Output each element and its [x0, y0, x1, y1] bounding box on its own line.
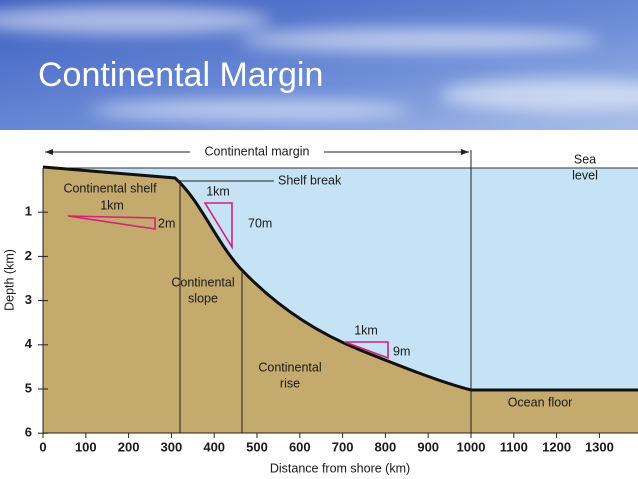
y-tick-label: 3 — [25, 292, 32, 307]
x-tick-label: 200 — [118, 439, 140, 454]
x-tick-label: 100 — [75, 439, 97, 454]
x-tick-label: 1300 — [585, 439, 614, 454]
sea-level-label: level — [572, 168, 598, 182]
slide-title: Continental Margin — [38, 56, 323, 94]
gradient-drop: 9m — [393, 344, 410, 358]
x-tick-label: 900 — [417, 439, 439, 454]
y-axis-title: Depth (km) — [2, 249, 16, 311]
x-tick-label: 800 — [375, 439, 397, 454]
x-tick-label: 700 — [332, 439, 354, 454]
x-tick-label: 1000 — [457, 439, 486, 454]
sea-level-label: Sea — [574, 152, 596, 166]
y-tick-label: 4 — [25, 336, 33, 351]
slope-label: Continental — [171, 275, 234, 289]
x-tick-label: 500 — [246, 439, 268, 454]
shelf-break-label: Shelf break — [278, 173, 342, 187]
x-tick-label: 300 — [161, 439, 183, 454]
rise-label: Continental — [258, 360, 321, 374]
y-tick-label: 2 — [25, 248, 32, 263]
slope-label: slope — [188, 291, 218, 305]
rise-label: rise — [280, 376, 300, 390]
slope-gradient-triangle — [203, 202, 233, 250]
x-tick-label: 600 — [289, 439, 311, 454]
margin-label-bg — [190, 143, 324, 161]
gradient-drop: 2m — [158, 216, 175, 230]
margin-label: Continental margin — [205, 144, 310, 158]
clouds — [0, 6, 638, 120]
gradient-drop: 70m — [248, 216, 272, 230]
x-tick-label: 1200 — [542, 439, 571, 454]
shelf-label: Continental shelf — [63, 181, 157, 195]
y-tick-label: 5 — [25, 380, 32, 395]
x-axis-title: Distance from shore (km) — [270, 461, 410, 475]
x-tick-label: 1100 — [500, 439, 528, 454]
x-tick-label: 0 — [39, 439, 46, 454]
gradient-run: 1km — [354, 323, 378, 337]
rise-gradient-triangle — [344, 341, 389, 360]
ocean-floor-label: Ocean floor — [508, 395, 573, 409]
y-tick-label: 1 — [25, 204, 32, 219]
y-tick-label: 6 — [25, 425, 32, 440]
seafloor — [43, 167, 638, 433]
gradient-run: 1km — [100, 198, 124, 212]
gradient-run: 1km — [206, 184, 230, 198]
seafloor-profile — [42, 165, 638, 392]
x-tick-label: 400 — [203, 439, 225, 454]
shelf-gradient-triangle — [67, 215, 156, 230]
